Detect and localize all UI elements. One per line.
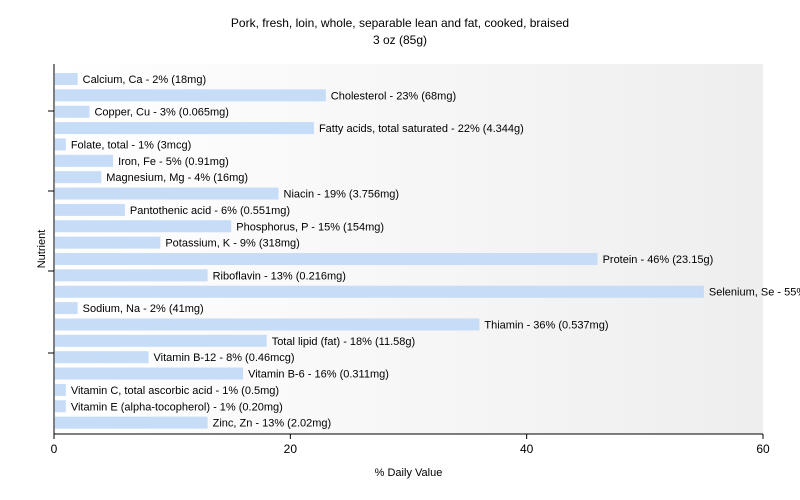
bar <box>55 220 232 233</box>
bar-label: Potassium, K - 9% (318mg) <box>165 238 300 250</box>
bar <box>55 122 314 135</box>
bar <box>55 89 326 102</box>
x-axis-label: % Daily Value <box>375 467 443 479</box>
bar-label: Thiamin - 36% (0.537mg) <box>484 319 608 331</box>
y-axis-label: Nutrient <box>36 230 48 269</box>
x-tick-label: 20 <box>284 442 298 456</box>
bar-label: Sodium, Na - 2% (41mg) <box>83 303 204 315</box>
bar-label: Folate, total - 1% (3mcg) <box>71 139 191 151</box>
bar <box>55 285 704 298</box>
chart-title: Pork, fresh, loin, whole, separable lean… <box>230 16 570 30</box>
bar-label: Total lipid (fat) - 18% (11.58g) <box>272 336 415 348</box>
bar-label: Copper, Cu - 3% (0.065mg) <box>94 107 229 119</box>
bar <box>55 302 78 315</box>
bar <box>55 318 480 331</box>
chart-subtitle: 3 oz (85g) <box>372 33 428 47</box>
bar <box>55 73 78 85</box>
bar-label: Fatty acids, total saturated - 22% (4.34… <box>319 123 524 135</box>
bar-label: Vitamin B-6 - 16% (0.311mg) <box>248 369 389 381</box>
bar-label: Niacin - 19% (3.756mg) <box>284 189 400 201</box>
bar-label: Calcium, Ca - 2% (18mg) <box>83 74 206 86</box>
bar <box>55 203 125 216</box>
bar <box>55 269 208 282</box>
x-tick-label: 40 <box>520 442 534 456</box>
bar <box>55 367 244 380</box>
bar <box>55 138 66 151</box>
bar-label: Riboflavin - 13% (0.216mg) <box>213 270 346 282</box>
bar <box>55 351 149 364</box>
bar-label: Selenium, Se - 55% (38.5mcg) <box>709 287 800 299</box>
bar <box>55 187 279 200</box>
bar-label: Cholesterol - 23% (68mg) <box>331 90 456 102</box>
bar-label: Magnesium, Mg - 4% (16mg) <box>106 172 248 184</box>
bar <box>55 400 66 413</box>
bar-label: Iron, Fe - 5% (0.91mg) <box>118 156 229 168</box>
bar <box>55 154 114 167</box>
bar-label: Zinc, Zn - 13% (2.02mg) <box>213 418 332 430</box>
bar <box>55 105 90 118</box>
bar <box>55 383 66 396</box>
x-tick-label: 60 <box>756 442 770 456</box>
bar <box>55 334 267 347</box>
bar <box>55 236 161 249</box>
bar-label: Vitamin E (alpha-tocopherol) - 1% (0.20m… <box>71 401 283 413</box>
bar <box>55 416 208 429</box>
bar-label: Vitamin B-12 - 8% (0.46mcg) <box>154 352 295 364</box>
x-tick-label: 0 <box>51 442 58 456</box>
bar-label: Pantothenic acid - 6% (0.551mg) <box>130 205 290 217</box>
bar-label: Protein - 46% (23.15g) <box>603 254 714 266</box>
bar <box>55 171 102 184</box>
bar-label: Vitamin C, total ascorbic acid - 1% (0.5… <box>71 385 279 397</box>
bar <box>55 253 598 265</box>
bar-label: Phosphorus, P - 15% (154mg) <box>236 221 384 233</box>
